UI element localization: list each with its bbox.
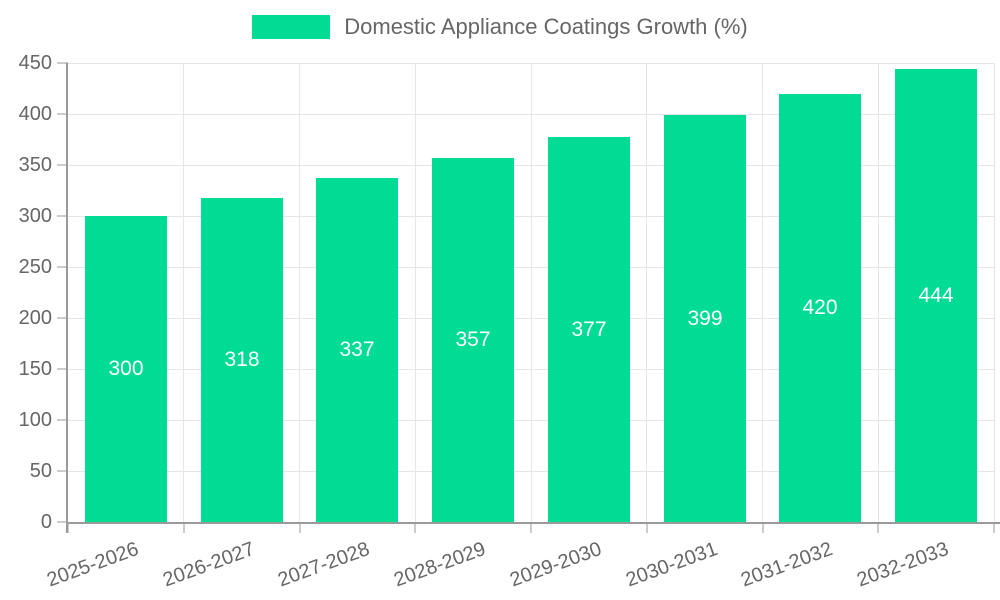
x-axis-tick xyxy=(761,522,764,533)
bar-value-label: 318 xyxy=(224,348,260,371)
y-axis-tick xyxy=(57,317,68,319)
y-tick-label: 150 xyxy=(18,358,52,380)
bar-value-label: 377 xyxy=(571,317,607,341)
bar-value-label: 399 xyxy=(687,306,723,330)
v-gridline xyxy=(762,63,763,522)
bar[interactable] xyxy=(779,94,861,522)
bar[interactable] xyxy=(895,69,977,522)
bar[interactable] xyxy=(664,115,746,522)
y-tick-label: 50 xyxy=(29,460,52,482)
chart-legend[interactable]: Domestic Appliance Coatings Growth (%) xyxy=(0,14,1000,40)
y-axis-tick xyxy=(57,470,68,472)
bar[interactable] xyxy=(316,178,398,522)
y-tick-label: 350 xyxy=(18,154,52,176)
plot-area: 0 50 100 150 200 250 300 350 400 450 300 318 337 357 3… xyxy=(19,53,1000,591)
y-axis-tick xyxy=(57,266,68,268)
bar-value-label: 420 xyxy=(802,296,838,319)
bar-value-label: 337 xyxy=(339,338,375,361)
y-axis-tick xyxy=(57,419,68,421)
bar-value-label: 300 xyxy=(108,357,144,380)
v-gridline xyxy=(183,63,185,522)
x-axis-tick xyxy=(298,522,301,533)
legend-swatch xyxy=(252,15,331,39)
y-axis-tick xyxy=(57,215,68,217)
v-gridline xyxy=(299,63,300,522)
y-axis-tick xyxy=(57,62,68,64)
y-tick-label: 250 xyxy=(18,256,52,278)
y-tick-label: 300 xyxy=(18,205,52,227)
x-axis-tick xyxy=(645,522,648,533)
bar[interactable] xyxy=(432,158,514,522)
y-axis-line xyxy=(66,63,68,533)
bar[interactable] xyxy=(548,137,630,522)
x-axis-tick xyxy=(414,522,417,533)
x-axis-tick xyxy=(182,522,185,533)
bar-value-label: 357 xyxy=(455,328,491,351)
v-gridline xyxy=(993,63,995,522)
y-axis-tick xyxy=(57,521,68,523)
bar[interactable] xyxy=(85,216,167,522)
y-tick-label: 200 xyxy=(18,307,52,329)
y-tick-label: 100 xyxy=(18,409,52,431)
v-gridline xyxy=(414,63,416,522)
x-axis-tick xyxy=(67,522,69,533)
v-gridline xyxy=(877,63,879,522)
y-tick-label: 0 xyxy=(40,511,52,533)
bar[interactable] xyxy=(201,198,283,522)
y-tick-label: 400 xyxy=(18,103,52,125)
v-gridline xyxy=(646,63,648,522)
x-axis-tick xyxy=(993,522,995,533)
y-axis-tick xyxy=(57,164,68,166)
x-axis-tick xyxy=(877,522,880,533)
y-axis-tick xyxy=(57,113,68,115)
bar-value-label: 444 xyxy=(918,283,954,307)
x-axis-tick xyxy=(530,522,532,533)
legend-label: Domestic Appliance Coatings Growth (%) xyxy=(344,14,748,39)
x-axis-line xyxy=(66,522,1000,524)
y-tick-label: 450 xyxy=(18,52,52,74)
y-axis-tick xyxy=(57,368,68,370)
v-gridline xyxy=(530,63,532,522)
